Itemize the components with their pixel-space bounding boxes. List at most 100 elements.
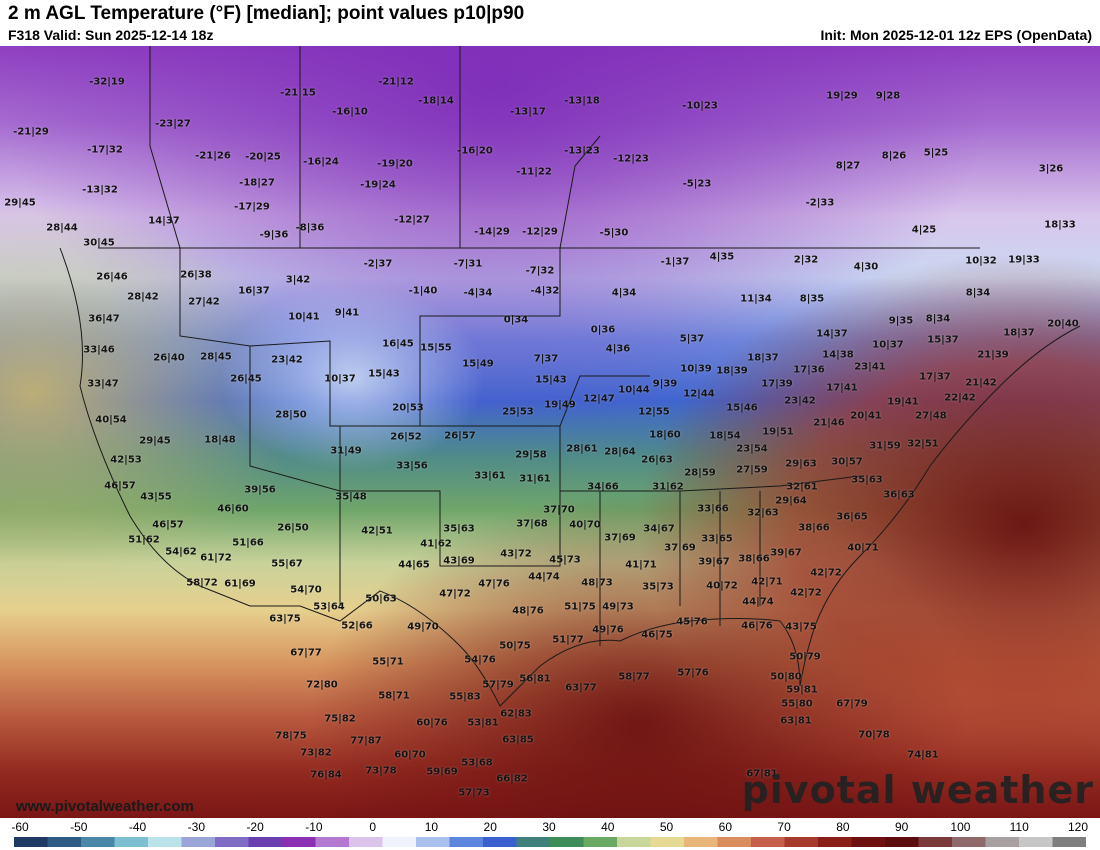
point-value-label: 19|29: [826, 90, 858, 102]
point-value-label: 0|36: [590, 324, 616, 336]
colorbar-swatch: [349, 837, 384, 847]
point-value-label: 50|80: [770, 671, 802, 683]
point-value-label: 3|26: [1038, 163, 1064, 175]
point-value-label: -7|31: [453, 258, 483, 270]
point-value-label: 33|61: [474, 470, 506, 482]
colorbar-swatch: [550, 837, 585, 847]
point-value-label: 21|42: [965, 377, 997, 389]
point-value-label: 54|76: [464, 654, 496, 666]
point-value-label: -23|27: [155, 118, 191, 130]
point-value-label: 15|43: [535, 374, 567, 386]
point-value-label: 26|45: [230, 373, 262, 385]
point-value-label: 21|39: [977, 349, 1009, 361]
point-value-label: -16|20: [457, 145, 493, 157]
point-value-label: 12|47: [583, 393, 615, 405]
point-value-label: 61|69: [224, 578, 256, 590]
point-value-label: 16|45: [382, 338, 414, 350]
colorbar-swatch: [483, 837, 518, 847]
point-value-label: -13|32: [82, 184, 118, 196]
point-value-label: 47|72: [439, 588, 471, 600]
colorbar-swatch: [684, 837, 719, 847]
point-value-label: 59|69: [426, 766, 458, 778]
point-value-label: 33|47: [87, 378, 119, 390]
colorbar-tick-label: -50: [70, 820, 88, 834]
point-value-label: 18|60: [649, 429, 681, 441]
point-value-label: 39|67: [770, 547, 802, 559]
point-value-label: 26|57: [444, 430, 476, 442]
colorbar-swatch: [181, 837, 216, 847]
colorbar-tick-label: 0: [369, 820, 376, 834]
point-value-label: 55|71: [372, 656, 404, 668]
point-value-label: 26|50: [277, 522, 309, 534]
point-value-label: 54|70: [290, 584, 322, 596]
point-value-label: 42|53: [110, 454, 142, 466]
point-value-label: 20|53: [392, 402, 424, 414]
point-value-label: -17|29: [234, 201, 270, 213]
point-value-label: 58|71: [378, 690, 410, 702]
point-value-label: 30|45: [83, 237, 115, 249]
point-value-label: 11|34: [740, 293, 772, 305]
point-value-label: 18|37: [1003, 327, 1035, 339]
colorbar-swatch: [516, 837, 551, 847]
colorbar-swatch: [952, 837, 987, 847]
point-value-label: 19|41: [887, 396, 919, 408]
point-value-label: 45|76: [676, 616, 708, 628]
point-value-label: 8|27: [835, 160, 861, 172]
point-value-label: 57|76: [677, 667, 709, 679]
point-value-label: 28|44: [46, 222, 78, 234]
point-value-label: 4|25: [911, 224, 937, 236]
colorbar-swatch: [282, 837, 317, 847]
point-value-label: 43|55: [140, 491, 172, 503]
point-value-label: 55|67: [271, 558, 303, 570]
point-value-label: 10|37: [324, 373, 356, 385]
colorbar-swatch: [851, 837, 886, 847]
point-value-label: 29|45: [4, 197, 36, 209]
point-value-label: 49|76: [592, 624, 624, 636]
point-value-label: 52|66: [341, 620, 373, 632]
point-value-label: 67|79: [836, 698, 868, 710]
point-value-label: -21|12: [378, 76, 414, 88]
point-value-label: 10|41: [288, 311, 320, 323]
point-value-label: 28|42: [127, 291, 159, 303]
temperature-field: [0, 46, 1100, 818]
point-value-label: 19|51: [762, 426, 794, 438]
point-value-label: 27|48: [915, 410, 947, 422]
point-value-label: 15|37: [927, 334, 959, 346]
colorbar-gradient: [14, 837, 1086, 847]
point-value-label: 5|37: [679, 333, 705, 345]
point-value-label: 31|59: [869, 440, 901, 452]
point-value-label: 54|62: [165, 546, 197, 558]
point-value-label: 28|59: [684, 467, 716, 479]
point-value-label: 4|34: [611, 287, 637, 299]
point-value-label: 60|76: [416, 717, 448, 729]
point-value-label: 74|81: [907, 749, 939, 761]
point-value-label: 60|70: [394, 749, 426, 761]
point-value-label: 12|44: [683, 388, 715, 400]
point-value-label: 8|26: [881, 150, 907, 162]
point-value-label: 4|36: [605, 343, 631, 355]
point-value-label: 23|42: [271, 354, 303, 366]
point-value-label: -16|24: [303, 156, 339, 168]
point-value-label: -12|23: [613, 153, 649, 165]
point-value-label: 63|75: [269, 613, 301, 625]
map-header: 2 m AGL Temperature (°F) [median]; point…: [0, 0, 1100, 46]
point-value-label: 75|82: [324, 713, 356, 725]
temperature-map[interactable]: -32|19 -21|12 -21|15 -18|14 -13|18 -10|23 19|2…: [0, 46, 1100, 818]
point-value-label: 66|82: [496, 773, 528, 785]
colorbar-swatch: [315, 837, 350, 847]
colorbar-tick-label: -30: [187, 820, 205, 834]
point-value-label: 56|81: [519, 673, 551, 685]
point-value-label: -16|10: [332, 106, 368, 118]
point-value-label: 44|74: [742, 596, 774, 608]
colorbar-swatch: [583, 837, 618, 847]
point-value-label: 40|71: [847, 542, 879, 554]
colorbar-swatch: [81, 837, 116, 847]
point-value-label: 8|35: [799, 293, 825, 305]
point-value-label: 0|34: [503, 314, 529, 326]
point-value-label: 39|67: [698, 556, 730, 568]
point-value-label: 32|63: [747, 507, 779, 519]
point-value-label: 28|45: [200, 351, 232, 363]
point-value-label: 31|62: [652, 481, 684, 493]
point-value-label: 17|36: [793, 364, 825, 376]
point-value-label: 40|54: [95, 414, 127, 426]
